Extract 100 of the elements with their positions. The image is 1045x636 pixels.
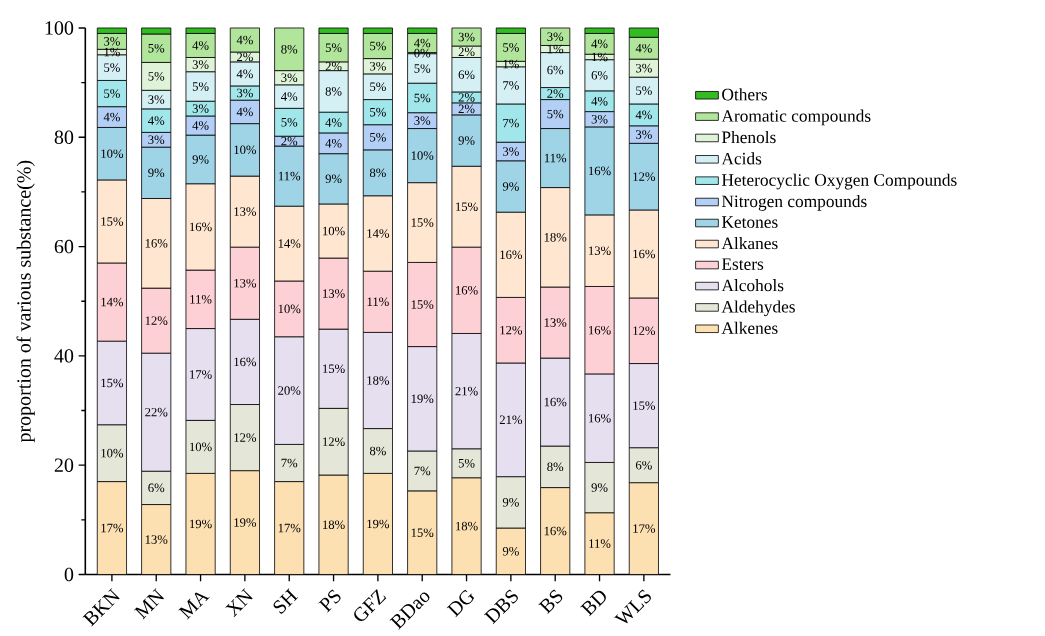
data-label: 8% — [369, 446, 386, 456]
data-label: 3% — [104, 36, 120, 46]
x-tick-label: GFZ — [354, 588, 387, 621]
data-label: 12% — [500, 325, 523, 335]
data-label: 2% — [458, 104, 475, 113]
data-label: 4% — [148, 116, 165, 125]
data-label: 3% — [414, 116, 431, 125]
y-tick-label: 100 — [45, 21, 74, 35]
x-tick-label: PS — [318, 589, 341, 613]
data-label: 18% — [456, 521, 478, 531]
data-label: 5% — [547, 109, 564, 119]
x-tick-label: BS — [538, 589, 563, 614]
data-label: 22% — [145, 407, 168, 417]
data-label: 10% — [234, 145, 257, 154]
data-label: 2% — [458, 47, 475, 56]
data-label: 5% — [370, 82, 386, 91]
data-label: 3% — [237, 88, 253, 98]
legend-label: Acids — [721, 152, 762, 165]
data-label: 15% — [101, 378, 124, 387]
data-label: 12% — [633, 172, 656, 181]
data-label: 3% — [503, 146, 519, 156]
data-label: 3% — [458, 32, 475, 42]
data-label: 5% — [325, 43, 342, 52]
data-label: 13% — [234, 207, 257, 216]
data-label: 2% — [325, 61, 342, 71]
data-label: 18% — [544, 232, 567, 242]
data-label: 3% — [192, 104, 209, 113]
data-label: 9% — [502, 546, 519, 556]
data-label: 5% — [192, 81, 209, 91]
y-tick-label: 60 — [54, 239, 74, 254]
data-label: 6% — [591, 70, 608, 80]
data-label: 3% — [192, 60, 209, 69]
data-label: 4% — [591, 96, 608, 106]
data-label: 10% — [278, 304, 301, 313]
data-label: 9% — [502, 181, 519, 191]
data-label: 7% — [281, 458, 298, 468]
data-label: 5% — [148, 71, 165, 81]
data-label: 9% — [591, 483, 608, 492]
data-label: 15% — [633, 401, 656, 410]
data-label: 17% — [190, 369, 212, 379]
data-label: 16% — [190, 222, 212, 231]
data-label: 15% — [456, 202, 478, 211]
data-label: 13% — [234, 278, 257, 288]
data-label: 5% — [370, 107, 386, 117]
data-label: 16% — [500, 250, 523, 259]
data-label: 4% — [635, 43, 652, 53]
data-label: 12% — [633, 326, 656, 335]
data-label: 12% — [145, 316, 168, 325]
data-label: 5% — [148, 43, 165, 53]
data-label: 7% — [414, 466, 431, 475]
data-label: 2% — [547, 89, 564, 98]
legend-label: Esters — [721, 258, 764, 270]
legend-label: Heterocyclic Oxygen Compounds — [721, 173, 957, 190]
data-label: 5% — [281, 117, 298, 127]
data-label: 10% — [101, 149, 124, 158]
data-label: 21% — [455, 386, 478, 396]
data-label: 10% — [411, 151, 434, 160]
data-label: 14% — [367, 228, 390, 238]
legend-label: Aldehydes — [721, 300, 795, 316]
data-label: 13% — [145, 534, 168, 544]
data-label: 15% — [411, 299, 434, 309]
data-label: 5% — [104, 89, 120, 98]
data-label: 12% — [323, 437, 345, 446]
x-tick-label: XN — [225, 587, 253, 617]
y-tick-label: 80 — [54, 130, 74, 144]
data-label: 4% — [635, 110, 652, 119]
legend-label: Others — [722, 88, 768, 101]
data-label: 16% — [544, 526, 567, 536]
y-tick-label: 20 — [54, 458, 74, 472]
legend-label: Alkenes — [721, 321, 778, 334]
data-label: 5% — [458, 458, 475, 468]
data-label: 4% — [192, 121, 209, 130]
data-label: 8% — [325, 86, 342, 96]
data-label: 9% — [502, 497, 519, 507]
data-label: 19% — [234, 518, 257, 527]
data-label: 2% — [237, 52, 253, 62]
data-label: 14% — [101, 297, 124, 307]
x-tick-label: DG — [446, 589, 475, 617]
data-label: 8% — [281, 44, 298, 54]
legend-label: Phenols — [721, 130, 776, 143]
data-label: 3% — [148, 135, 165, 144]
y-axis-title: proportion of various substance(%) — [16, 160, 35, 442]
data-label: 6% — [458, 70, 475, 79]
data-label: 16% — [234, 357, 257, 366]
data-label: 10% — [323, 226, 345, 236]
y-tick-label: 40 — [54, 348, 74, 363]
data-label: 5% — [503, 42, 519, 52]
data-label: 11% — [190, 294, 212, 304]
data-label: 13% — [544, 318, 567, 327]
data-label: 9% — [325, 174, 342, 183]
data-label: 11% — [589, 539, 611, 548]
data-label: 16% — [589, 166, 611, 175]
data-label: 3% — [591, 114, 608, 124]
data-label: 4% — [192, 40, 209, 50]
data-label: 18% — [367, 375, 390, 385]
data-label: 17% — [101, 523, 124, 533]
legend-label: Aromatic compounds — [721, 109, 871, 126]
data-label: 3% — [636, 130, 652, 139]
data-label: 16% — [544, 397, 567, 407]
data-label: 3% — [636, 63, 652, 73]
